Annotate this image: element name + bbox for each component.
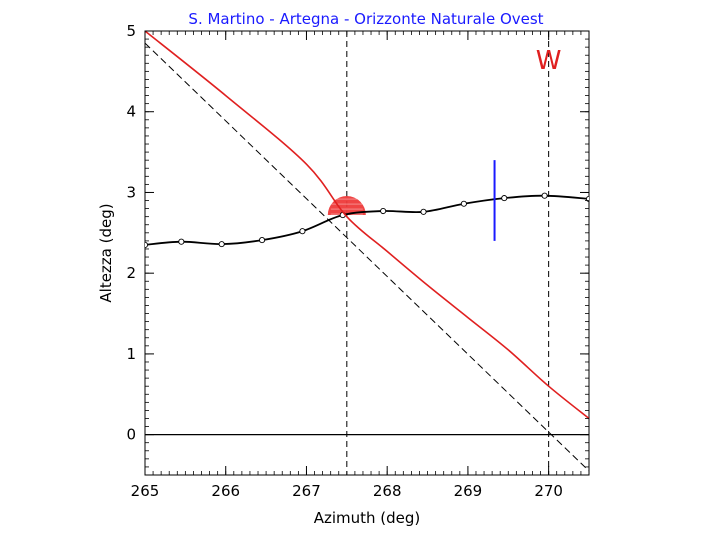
- plot-frame: [144, 30, 590, 476]
- x-tick-label-3: 268: [373, 482, 402, 500]
- axis-ticks: 265 266 267 268 269 270 0 1 2 3 4 5: [126, 22, 590, 500]
- horizon-point-7: [420, 208, 427, 215]
- x-tick-label-5: 270: [534, 482, 563, 500]
- y-tick-label-3: 3: [126, 183, 136, 201]
- y-axis-label: Altezza (deg): [97, 203, 115, 302]
- horizon-point-10: [541, 192, 548, 199]
- west-marker-label: W: [536, 46, 562, 76]
- series-line-1: [145, 31, 589, 420]
- y-tick-label-4: 4: [126, 103, 136, 121]
- y-tick-label-5: 5: [126, 22, 136, 40]
- x-axis-label: Azimuth (deg): [314, 509, 421, 527]
- horizon-point-4: [299, 228, 306, 235]
- series-line-2: [145, 42, 589, 472]
- y-tick-label-1: 1: [126, 345, 136, 363]
- series-line-0: [145, 194, 589, 246]
- x-tick-label-0: 265: [131, 482, 160, 500]
- horizon-point-0: [145, 241, 149, 248]
- y-tick-label-2: 2: [126, 264, 136, 282]
- x-tick-label-4: 269: [454, 482, 483, 500]
- horizon-point-2: [218, 241, 225, 248]
- sun-marker: [327, 196, 366, 216]
- horizon-point-8: [460, 200, 467, 207]
- y-tick-label-0: 0: [126, 426, 136, 444]
- chart-title: S. Martino - Artegna - Orizzonte Natural…: [188, 10, 543, 28]
- sun-disc: [327, 196, 366, 216]
- plot-area: [145, 31, 589, 475]
- horizon-point-3: [259, 237, 266, 244]
- x-tick-label-1: 266: [211, 482, 240, 500]
- x-tick-label-2: 267: [292, 482, 321, 500]
- horizon-point-1: [178, 238, 185, 245]
- horizon-point-6: [380, 207, 387, 215]
- horizon-point-9: [501, 195, 508, 202]
